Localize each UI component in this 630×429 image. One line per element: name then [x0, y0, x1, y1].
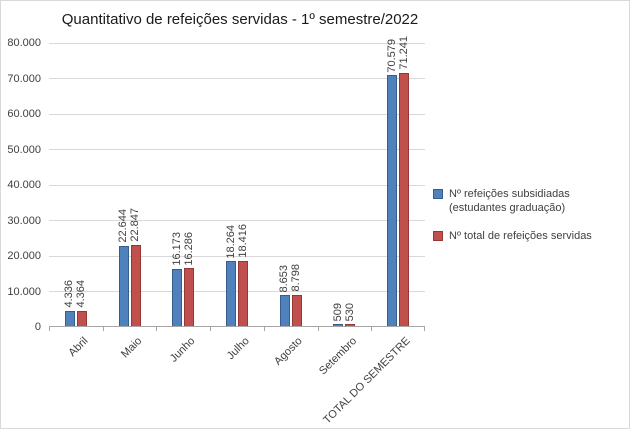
- legend-series-name: Nº refeições subsidiadas (estudantes gra…: [449, 188, 570, 215]
- bar-value-label: 16.286: [182, 231, 195, 266]
- bar-subsidized: [333, 324, 344, 326]
- x-axis-tick: [371, 327, 373, 331]
- y-axis-tick-label: 70.000: [7, 72, 41, 85]
- x-axis-category-label: TOTAL DO SEMESTRE: [321, 335, 413, 427]
- bar-value-label: 18.264: [224, 224, 237, 259]
- x-axis-category-label: Abril: [66, 335, 91, 360]
- bar-total: [130, 244, 141, 326]
- bar-value-label: 16.173: [170, 231, 183, 266]
- gridline: [49, 149, 425, 150]
- legend-swatch: [433, 189, 443, 199]
- y-axis-tick-label: 30.000: [7, 214, 41, 227]
- legend-series-name: Nº total de refeições servidas: [449, 229, 592, 242]
- legend: Nº refeições subsidiadas (estudantes gra…: [433, 187, 627, 243]
- bar-total: [238, 260, 248, 326]
- bar-subsidized: [64, 310, 75, 326]
- x-axis-category-label: Agosto: [272, 335, 306, 368]
- gridline: [49, 255, 425, 257]
- y-axis-tick-label: 40.000: [7, 179, 41, 191]
- bar-total: [399, 73, 410, 326]
- bar-subsidized: [279, 295, 290, 326]
- gridline: [49, 220, 425, 221]
- bar-value-label: 18.416: [236, 223, 249, 258]
- legend-swatch: [433, 230, 443, 241]
- bar-subsidized: [118, 245, 129, 326]
- bar-value-label: 70.579: [385, 38, 398, 73]
- bar-total: [184, 268, 195, 326]
- y-axis-tick-label: 50.000: [7, 143, 41, 156]
- y-axis-tick-label: 0: [34, 321, 41, 333]
- x-axis-tick: [156, 327, 158, 331]
- gridline: [49, 43, 425, 44]
- bar-value-label: 509: [331, 302, 344, 322]
- x-axis-category-label: Julho: [224, 335, 252, 363]
- chart-title: Quantitativo de refeições servidas - 1º …: [61, 11, 419, 28]
- bar-subsidized: [226, 261, 236, 326]
- bar-subsidized: [172, 268, 183, 326]
- y-axis: 0 10.000 20.000 30.000 40.000 50.000 60.000 70.…: [1, 37, 45, 333]
- y-axis-tick-label: 10.000: [7, 285, 41, 298]
- legend-item-0: Nº refeições subsidiadas (estudantes gra…: [433, 187, 627, 216]
- bar-subsidized: [387, 75, 398, 326]
- x-axis-tick: [210, 327, 212, 331]
- y-axis-tick-label: 20.000: [7, 250, 41, 262]
- plot-area: 4.336 4.364 Abril 22.644 22.847 Maio 16.173 16.…: [49, 36, 425, 426]
- x-axis-category-label: Junho: [168, 335, 198, 365]
- bar-value-label: 71.241: [397, 36, 410, 71]
- x-axis-tick: [102, 327, 104, 331]
- x-axis-tick: [49, 327, 50, 331]
- x-axis-tick: [424, 327, 425, 331]
- bar-total: [291, 294, 302, 326]
- y-axis-tick-label: 80.000: [7, 37, 41, 49]
- x-axis-tick: [263, 327, 265, 331]
- y-axis-tick-label: 60.000: [7, 108, 41, 120]
- gridline: [49, 113, 425, 115]
- bar-value-label: 8.798: [290, 264, 303, 292]
- bar-value-label: 530: [343, 302, 356, 322]
- bar-value-label: 22.847: [129, 208, 142, 242]
- gridline: [49, 78, 425, 79]
- gridline: [49, 291, 425, 292]
- bar-total: [76, 310, 87, 326]
- bar-total: [345, 324, 356, 326]
- x-axis-tick: [317, 327, 319, 331]
- bar-value-label: 4.364: [75, 279, 88, 308]
- legend-item-1: Nº total de refeições servidas: [433, 229, 627, 243]
- gridline: [49, 184, 425, 186]
- x-axis-category-label: Maio: [118, 335, 145, 361]
- x-axis-category-label: Setembro: [316, 335, 359, 378]
